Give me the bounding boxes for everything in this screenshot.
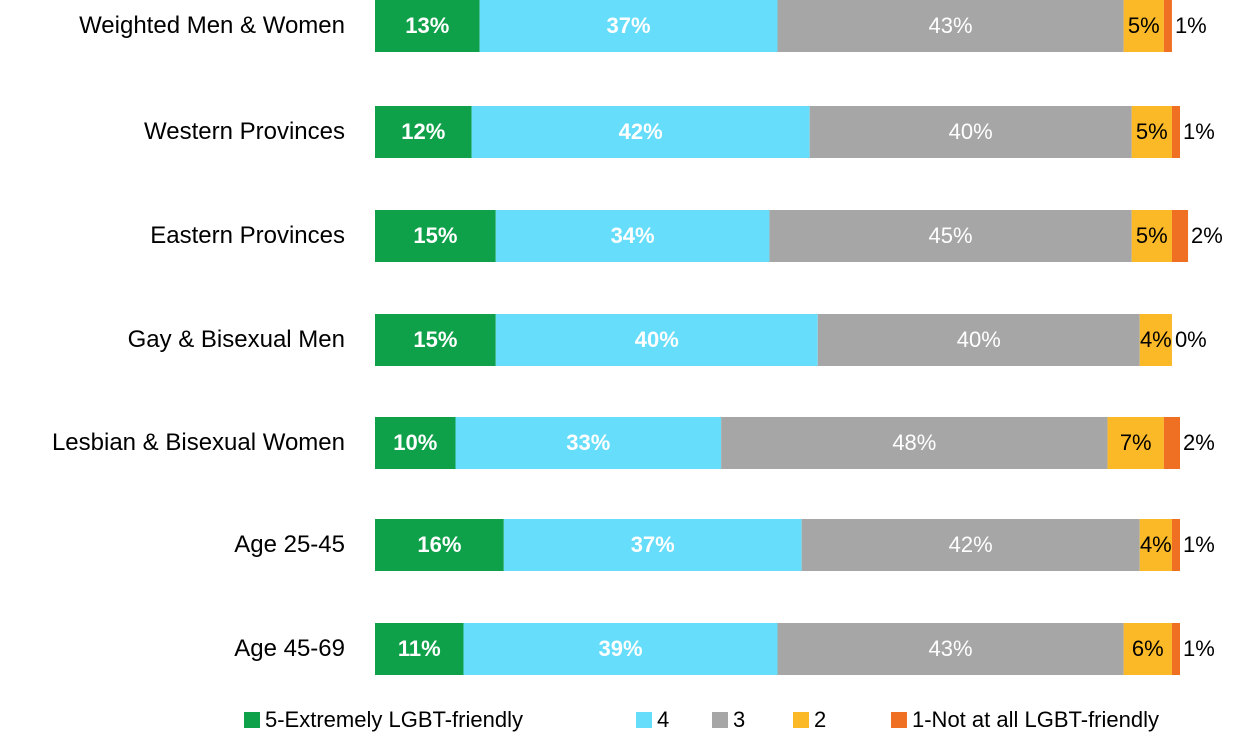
value-label: 15% (413, 223, 457, 248)
bar-segment (495, 314, 818, 366)
legend-swatch (636, 712, 652, 728)
bar-segment (801, 519, 1140, 571)
category-label: Age 25-45 (234, 531, 345, 558)
bar-segment (1171, 106, 1180, 158)
bar-segment (375, 417, 456, 469)
value-label: 34% (611, 223, 655, 248)
legend-label: 3 (733, 707, 745, 732)
value-label: 40% (957, 327, 1001, 352)
value-label: 12% (401, 119, 445, 144)
value-label: 10% (393, 430, 437, 455)
value-label: 40% (635, 327, 679, 352)
bar-segment (375, 623, 464, 675)
value-label: 7% (1120, 430, 1152, 455)
value-label: 0% (1175, 327, 1207, 352)
legend-label: 4 (657, 707, 669, 732)
value-label: 43% (929, 13, 973, 38)
value-label: 4% (1140, 327, 1172, 352)
value-label: 5% (1128, 13, 1160, 38)
value-label: 1% (1183, 532, 1215, 557)
bar-segment (375, 0, 480, 52)
value-label: 43% (929, 636, 973, 661)
value-label: 42% (619, 119, 663, 144)
legend-swatch (891, 712, 907, 728)
category-label: Western Provinces (144, 118, 345, 145)
value-label: 42% (949, 532, 993, 557)
bar-segment (375, 106, 472, 158)
value-label: 1% (1175, 13, 1207, 38)
category-label: Eastern Provinces (150, 222, 345, 249)
bar-segment (817, 314, 1140, 366)
value-label: 39% (599, 636, 643, 661)
category-label: Lesbian & Bisexual Women (51, 429, 345, 456)
legend-label: 5-Extremely LGBT-friendly (265, 707, 523, 732)
legend-swatch (793, 712, 809, 728)
value-label: 16% (417, 532, 461, 557)
legend-label: 1-Not at all LGBT-friendly (912, 707, 1159, 732)
bar-segment (375, 519, 504, 571)
bar-segment (495, 210, 770, 262)
bar-segment (479, 0, 778, 52)
bar-segment (1123, 0, 1164, 52)
value-label: 15% (413, 327, 457, 352)
bar-segment (1131, 210, 1172, 262)
value-label: 11% (398, 636, 441, 661)
category-label: Age 45-69 (234, 635, 345, 662)
value-label: 2% (1183, 430, 1215, 455)
bar-segment (1163, 417, 1180, 469)
bar-segment (1107, 417, 1164, 469)
legend-swatch (244, 712, 260, 728)
bar-segment (375, 210, 496, 262)
bar-segment (471, 106, 810, 158)
legend-swatch (712, 712, 728, 728)
value-label: 37% (607, 13, 651, 38)
category-label: Weighted Men & Women (79, 12, 345, 39)
bar-segment (777, 0, 1124, 52)
bar-segment (1171, 519, 1180, 571)
bar-segment (463, 623, 778, 675)
value-label: 37% (631, 532, 675, 557)
bar-segment (777, 623, 1124, 675)
bar-segment (721, 417, 1108, 469)
value-label: 5% (1136, 119, 1168, 144)
bar-segment (1171, 623, 1180, 675)
bar-segment (1139, 314, 1172, 366)
bar-segment (1123, 623, 1172, 675)
bar-segment (769, 210, 1132, 262)
value-label: 6% (1132, 636, 1164, 661)
bar-segment (375, 314, 496, 366)
bar-segment (1139, 519, 1172, 571)
value-label: 13% (405, 13, 449, 38)
value-label: 2% (1191, 223, 1223, 248)
value-label: 45% (929, 223, 973, 248)
bar-segment (503, 519, 802, 571)
value-label: 33% (566, 430, 610, 455)
value-label: 1% (1183, 636, 1215, 661)
bar-segment (1171, 210, 1189, 262)
category-label: Gay & Bisexual Men (127, 326, 345, 353)
value-label: 1% (1183, 119, 1215, 144)
bar-segment (1131, 106, 1172, 158)
bar-segment (809, 106, 1132, 158)
value-label: 40% (949, 119, 993, 144)
value-label: 48% (892, 430, 936, 455)
value-label: 5% (1136, 223, 1168, 248)
bar-segment (1163, 0, 1172, 52)
value-label: 4% (1140, 532, 1172, 557)
legend-label: 2 (814, 707, 826, 732)
bar-segment (455, 417, 722, 469)
